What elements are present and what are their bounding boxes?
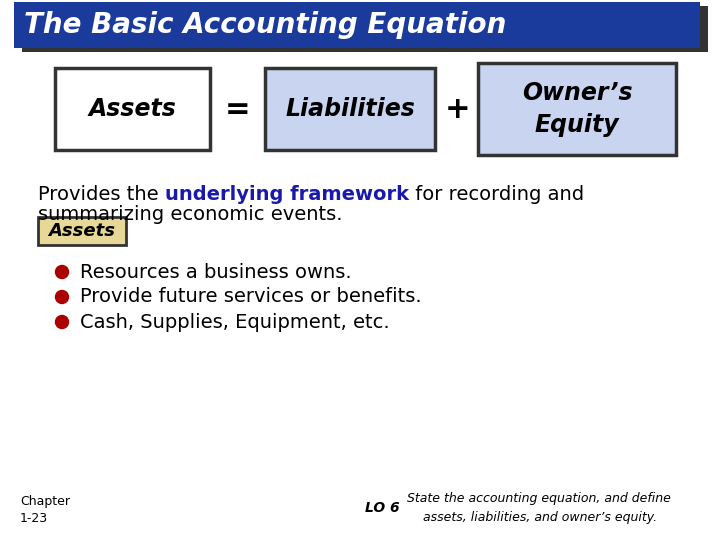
Text: +: + xyxy=(445,94,471,124)
Text: Chapter
1-23: Chapter 1-23 xyxy=(20,495,70,525)
Text: for recording and: for recording and xyxy=(409,185,584,204)
Text: underlying framework: underlying framework xyxy=(165,185,409,204)
Text: =: = xyxy=(225,94,251,124)
Text: LO 6: LO 6 xyxy=(365,501,400,515)
Circle shape xyxy=(55,291,68,303)
Text: Assets: Assets xyxy=(48,222,115,240)
FancyBboxPatch shape xyxy=(22,6,708,52)
Text: Owner’s
Equity: Owner’s Equity xyxy=(522,81,632,137)
Text: The Basic Accounting Equation: The Basic Accounting Equation xyxy=(24,11,506,39)
Circle shape xyxy=(55,315,68,328)
FancyBboxPatch shape xyxy=(55,68,210,150)
Text: Provide future services or benefits.: Provide future services or benefits. xyxy=(80,287,422,307)
Text: Resources a business owns.: Resources a business owns. xyxy=(80,262,351,281)
FancyBboxPatch shape xyxy=(265,68,435,150)
Text: summarizing economic events.: summarizing economic events. xyxy=(38,205,343,224)
FancyBboxPatch shape xyxy=(38,217,126,245)
Text: Liabilities: Liabilities xyxy=(285,97,415,121)
FancyBboxPatch shape xyxy=(14,2,700,48)
Text: Provides the: Provides the xyxy=(38,185,165,204)
FancyBboxPatch shape xyxy=(478,63,676,155)
Text: Assets: Assets xyxy=(89,97,176,121)
Text: Cash, Supplies, Equipment, etc.: Cash, Supplies, Equipment, etc. xyxy=(80,313,390,332)
Circle shape xyxy=(55,266,68,279)
Text: State the accounting equation, and define
       assets, liabilities, and owner’: State the accounting equation, and defin… xyxy=(395,492,671,524)
